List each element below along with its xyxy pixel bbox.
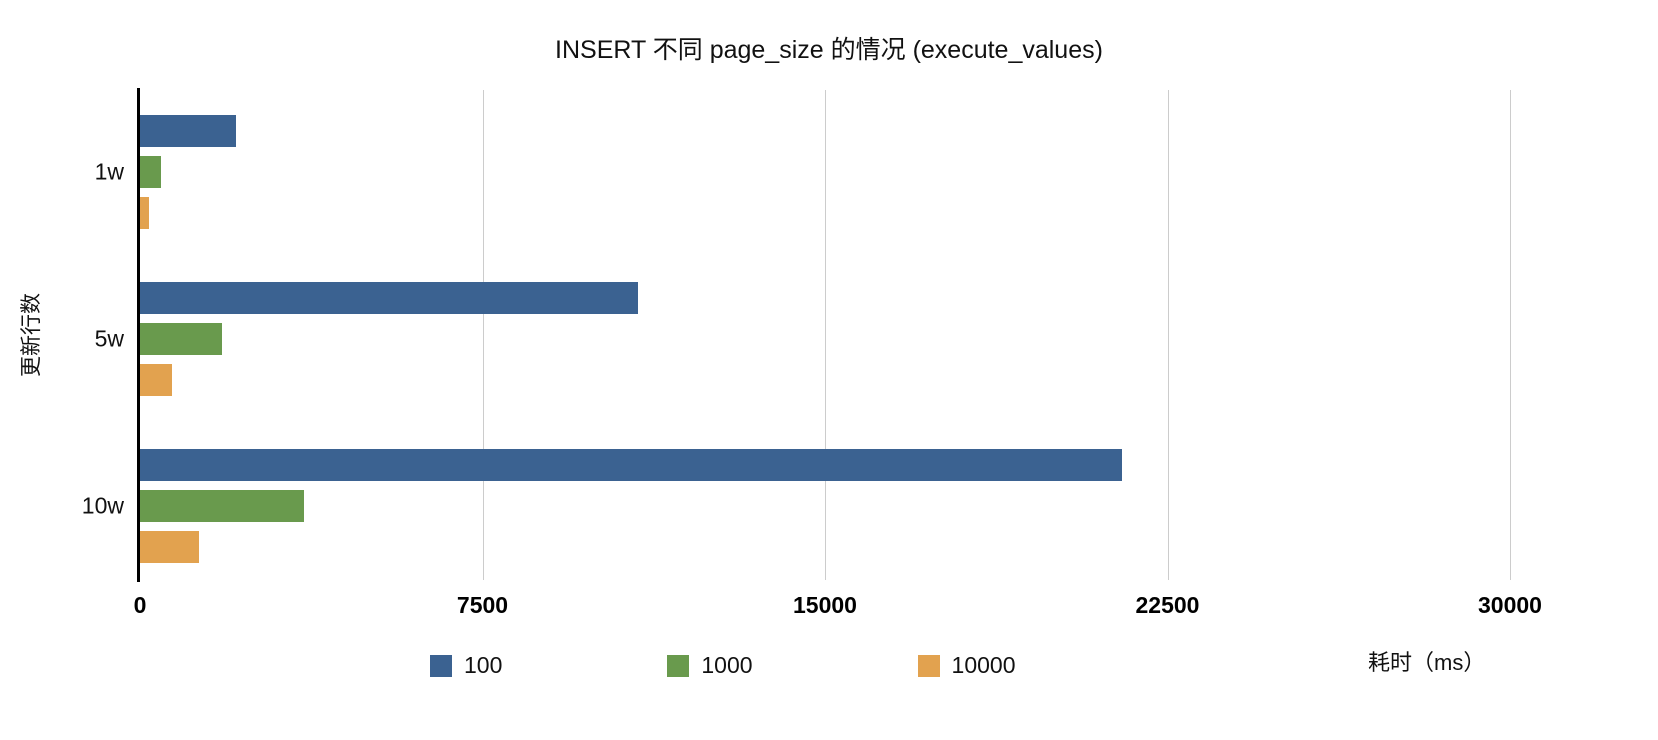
legend-swatch-10000 — [917, 654, 940, 677]
legend-item-100: 100 — [430, 652, 502, 679]
bar-100-10w — [140, 449, 1122, 481]
legend-swatch-1000 — [667, 654, 690, 677]
x-tick-label: 30000 — [1478, 592, 1542, 618]
legend-item-1000: 1000 — [667, 652, 753, 679]
x-tick-label: 22500 — [1135, 592, 1200, 618]
bar-10000-10w — [140, 531, 200, 563]
legend-item-10000: 10000 — [917, 652, 1016, 679]
legend-label: 100 — [464, 652, 503, 678]
legend-label: 1000 — [701, 652, 753, 678]
gridline — [1510, 90, 1511, 580]
y-axis-line — [137, 88, 140, 582]
y-category-label-10w: 10w — [81, 492, 124, 519]
bar-1000-1w — [140, 156, 161, 188]
x-axis-title: 耗时（ms） — [1368, 650, 1486, 675]
x-tick-label: 15000 — [793, 592, 857, 618]
bar-10000-5w — [140, 364, 172, 396]
bar-100-5w — [140, 282, 638, 314]
bar-1000-10w — [140, 490, 305, 522]
x-tick-label: 7500 — [456, 592, 509, 618]
plot-area — [137, 88, 1570, 582]
y-category-label-1w: 1w — [94, 158, 124, 185]
gridline — [1167, 90, 1169, 580]
bar-100-1w — [140, 115, 236, 147]
y-category-label-5w: 5w — [94, 325, 124, 352]
x-tick-label: 0 — [133, 592, 147, 618]
chart-title: INSERT 不同 page_size 的情况 (execute_values) — [555, 36, 1103, 64]
gridline — [825, 90, 826, 580]
gridline — [482, 90, 484, 580]
legend-swatch-100 — [430, 654, 452, 677]
bar-1000-5w — [140, 323, 223, 355]
bar-10000-1w — [140, 197, 150, 229]
chart-legend: 100 1000 10000 — [430, 652, 1016, 679]
legend-label: 10000 — [951, 652, 1016, 678]
